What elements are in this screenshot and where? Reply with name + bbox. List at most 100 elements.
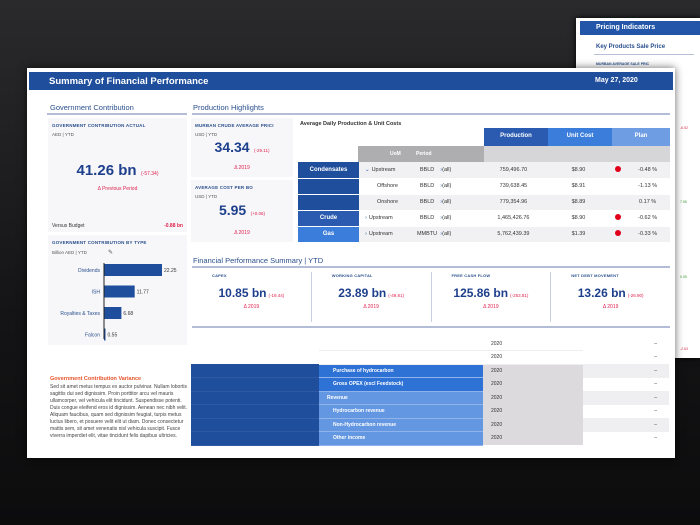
year-cell: 2020 — [483, 377, 583, 391]
page-title: Summary of Financial Performance — [49, 76, 209, 87]
uom-text: BBLD — [419, 183, 435, 189]
table-row[interactable]: Revenue 2020 – — [191, 391, 669, 405]
kpi-value: 23.89 bn — [338, 286, 387, 300]
row-label: Other income — [333, 435, 366, 442]
row-label: Gross OPEX (excl Feedstock) — [333, 381, 404, 388]
cell-production: 759,496.70 — [480, 162, 546, 179]
gov-actual-card[interactable]: GOVERNMENT CONTRIBUTION ACTUAL AED | YTD… — [48, 118, 187, 232]
kpi-card[interactable]: WORKING CAPITAL 23.89 bn (-49.81) Δ 2019 — [312, 272, 432, 322]
year-cell: 2020 — [483, 364, 583, 378]
kpi-label: FREE CASH FLOW — [451, 273, 491, 278]
table-row[interactable]: Gross OPEX (excl Feedstock) 2020 – — [191, 377, 669, 392]
uom-text: BBLD — [419, 199, 435, 205]
key-products-heading: Key Products Sale Price — [596, 44, 666, 50]
col-period: Period — [416, 151, 432, 157]
edge-value: 0.05 — [680, 275, 687, 279]
value-cell: – — [583, 378, 669, 392]
cell-flag — [611, 226, 626, 243]
table-row[interactable]: Hydrocarbon revenue 2020 – — [191, 404, 669, 419]
cell-production: 779,354.96 — [480, 194, 546, 211]
avg-cost-card[interactable]: AVERAGE COST PER BO USD | YTD 5.95 (+0.0… — [191, 180, 293, 242]
gov-actual-delta: (-57.34) — [140, 171, 159, 177]
item-text: Offshore — [376, 183, 398, 189]
year-cell: 2020 — [483, 431, 583, 445]
kpi-value: 125.86 bn — [453, 286, 509, 300]
cell-group: Gas — [298, 226, 359, 243]
cell-period: ›(all) — [440, 194, 481, 211]
value-cell: – — [583, 337, 669, 351]
cell-item: › Upstream — [358, 210, 414, 227]
financial-summary-panel: Summary of Financial Performance May 27,… — [27, 68, 675, 458]
table-row[interactable]: Onshore BBLD ›(all) 779,354.96 $8.89 0.17 % — [298, 194, 670, 211]
value-cell: – — [583, 432, 669, 446]
row-label-cell: Purchase of hydrocarbon — [319, 364, 483, 378]
category-label: Dividends — [78, 268, 100, 274]
drill-icon[interactable]: ✎ — [108, 250, 114, 256]
table-row[interactable]: Condensates ⌄ Upstream BBLD ›(all) 759,496.70… — [298, 162, 670, 179]
cell-flag — [611, 178, 626, 195]
cell-group — [298, 194, 359, 211]
kpi-card[interactable]: NET DEBT MOVEMENT 13.26 bn (-26.90) Δ 2019 — [551, 272, 670, 322]
expand-chevron-icon[interactable]: › — [364, 215, 367, 221]
card-label: GOVERNMENT CONTRIBUTION ACTUAL — [52, 123, 146, 128]
murban-value: 34.34 — [214, 139, 250, 155]
group-cell — [191, 431, 319, 446]
kpi-card[interactable]: CAPEX 10.85 bn (-19.44) Δ 2019 — [192, 272, 312, 322]
chevron-right-icon[interactable]: › — [440, 183, 443, 189]
cell-period: ›(all) — [440, 210, 481, 227]
status-red-dot-icon — [615, 230, 622, 236]
table-row[interactable]: 2020 – — [191, 337, 669, 351]
table-row[interactable]: Gas › Upstream MMBTU ›(all) 5,762,439.39 $1.39… — [298, 226, 670, 243]
fin-summary-heading: Financial Performance Summary | YTD — [193, 256, 324, 265]
divider — [192, 113, 670, 115]
cell-plan: -0.62 % — [625, 210, 670, 227]
table-row[interactable]: Purchase of hydrocarbon 2020 – — [191, 364, 669, 378]
pricing-indicators-title: Pricing Indicators — [580, 21, 700, 35]
murban-price-card[interactable]: MURBAN CRUDE AVERAGE PRICI USD | YTD 34.… — [191, 118, 293, 177]
avg-cost-delta: (+0.06) — [250, 211, 266, 216]
cell-production: 5,762,439.39 — [480, 226, 546, 243]
cell-item: Onshore — [358, 194, 414, 211]
cell-uom: BBLD — [413, 162, 441, 179]
row-label-cell: Gross OPEX (excl Feedstock) — [319, 377, 483, 392]
col-plan[interactable]: Plan — [612, 128, 670, 146]
row-label-cell: Revenue — [319, 391, 483, 405]
unit_cost-text: $8.91 — [571, 183, 586, 189]
table-row[interactable]: Other income 2020 – — [191, 431, 669, 446]
col-unit-cost[interactable]: Unit Cost — [548, 128, 612, 146]
unit_cost-text: $8.90 — [571, 166, 586, 173]
kpi-card[interactable]: FREE CASH FLOW 125.86 bn (-253.81) Δ 2019 — [432, 272, 552, 322]
plan-text: -0.62 % — [638, 215, 658, 221]
col-production[interactable]: Production — [484, 128, 548, 146]
kpi-period: Δ 2019 — [243, 304, 260, 310]
table-row[interactable]: Offshore BBLD ›(all) 739,638.45 $8.91 -1.13 % — [298, 178, 670, 195]
chevron-right-icon[interactable]: › — [440, 231, 443, 237]
bar-ish[interactable] — [104, 285, 135, 298]
table-row[interactable]: Crude › Upstream BBLD ›(all) 1,465,426.76 $8.9… — [298, 210, 670, 227]
data-label: 22.25 — [164, 268, 177, 274]
chevron-right-icon[interactable]: › — [440, 199, 443, 205]
budget-value: -0.88 bn — [164, 223, 183, 229]
table-row[interactable]: Non-Hydrocarbon revenue 2020 – — [191, 418, 669, 432]
kpi-value-row: 23.89 bn (-49.81) — [312, 284, 431, 302]
gov-actual-value: 41.26 bn — [76, 162, 137, 179]
cell-production: 739,638.45 — [480, 178, 546, 195]
edge-value: -2.63 — [680, 347, 688, 351]
row-label: Revenue — [327, 394, 348, 401]
chevron-right-icon[interactable]: › — [440, 166, 443, 173]
value-text: – — [654, 421, 657, 428]
year-cell: 2020 — [483, 404, 583, 418]
gov-contribution-heading: Government Contribution — [50, 103, 134, 112]
category-label: ISH — [92, 290, 101, 296]
table-row[interactable]: 2020 – — [191, 350, 669, 365]
row-label-cell — [319, 337, 483, 351]
bar-royalties-taxes[interactable] — [104, 307, 122, 319]
bar-falcon[interactable] — [104, 328, 106, 341]
kpi-delta: (-253.81) — [510, 293, 529, 298]
bar-dividends[interactable] — [104, 264, 162, 276]
card-label: AVERAGE COST PER BO — [195, 185, 253, 190]
comparison-period: Δ 2019 — [234, 165, 250, 171]
expand-chevron-icon[interactable]: ⌄ — [364, 166, 370, 173]
expand-chevron-icon[interactable]: › — [364, 231, 367, 237]
chevron-right-icon[interactable]: › — [440, 215, 443, 221]
